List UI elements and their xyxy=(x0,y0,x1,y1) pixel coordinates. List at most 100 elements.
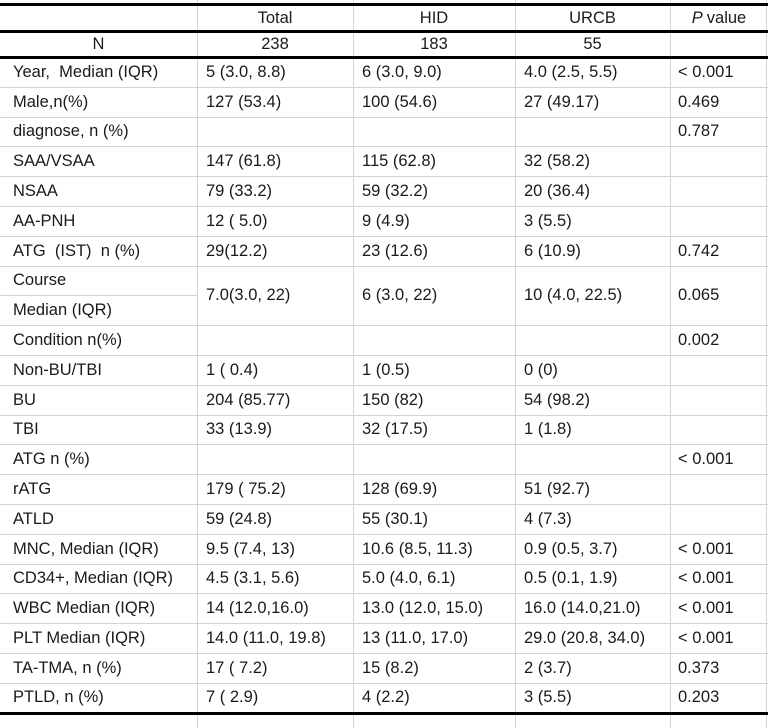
cell-urcb: 16.0 (14.0,21.0) xyxy=(515,593,670,625)
row-label: diagnose, n (%) xyxy=(0,117,197,148)
table-row: ATG n (%) < 0.001 xyxy=(0,444,768,476)
cell-pvalue: < 0.001 xyxy=(670,534,768,565)
row-label: Non-BU/TBI xyxy=(0,355,197,386)
cell-pvalue: 0.469 xyxy=(670,87,768,118)
table-row: ATLD 59 (24.8) 55 (30.1) 4 (7.3) xyxy=(0,504,768,535)
cell-total: 4.5 (3.1, 5.6) xyxy=(197,564,353,595)
cell-urcb: 20 (36.4) xyxy=(515,176,670,207)
cell-total: 14.0 (11.0, 19.8) xyxy=(197,623,353,654)
row-label: Condition n(%) xyxy=(0,325,197,356)
cell-urcb: 29.0 (20.8, 34.0) xyxy=(515,623,670,654)
cell-total: 33 (13.9) xyxy=(197,415,353,446)
cell-pvalue xyxy=(670,206,768,237)
table-row: AA-PNH 12 ( 5.0) 9 (4.9) 3 (5.5) xyxy=(0,206,768,237)
table-row: SAA/VSAA 147 (61.8) 115 (62.8) 32 (58.2) xyxy=(0,146,768,178)
table-row: WBC Median (IQR) 14 (12.0,16.0) 13.0 (12… xyxy=(0,593,768,625)
row-label: SAA/VSAA xyxy=(0,146,197,178)
cell-hid xyxy=(353,444,515,476)
table-row: ATG (IST) n (%) 29(12.2) 23 (12.6) 6 (10… xyxy=(0,236,768,267)
cell-total: 59 (24.8) xyxy=(197,504,353,535)
cell-total: 9.5 (7.4, 13) xyxy=(197,534,353,565)
cell-pvalue xyxy=(670,31,768,59)
cell-total: 238 xyxy=(197,31,353,59)
cell-pvalue: < 0.001 xyxy=(670,564,768,595)
cell-total: 204 (85.77) xyxy=(197,385,353,416)
column-header-hid: HID xyxy=(353,4,515,33)
cell-hid: 128 (69.9) xyxy=(353,474,515,505)
table-row-course-line2: Median (IQR) xyxy=(0,295,768,327)
cell-total: 1 ( 0.4) xyxy=(197,355,353,386)
column-header-urcb: URCB xyxy=(515,4,670,33)
table-row: TBI 33 (13.9) 32 (17.5) 1 (1.8) xyxy=(0,415,768,446)
row-label: BU xyxy=(0,385,197,416)
cell-total xyxy=(197,325,353,356)
cell-urcb: 32 (58.2) xyxy=(515,146,670,178)
cell-total: 7.0(3.0, 22) xyxy=(197,266,353,327)
cell-pvalue xyxy=(670,474,768,505)
cell-urcb: 55 xyxy=(515,31,670,59)
cell-total: 179 ( 75.2) xyxy=(197,474,353,505)
table-row: PLT Median (IQR) 14.0 (11.0, 19.8) 13 (1… xyxy=(0,623,768,654)
row-label: PLT Median (IQR) xyxy=(0,623,197,654)
cell-hid: 1 (0.5) xyxy=(353,355,515,386)
cell-pvalue: 0.203 xyxy=(670,683,768,714)
table-row: NSAA 79 (33.2) 59 (32.2) 20 (36.4) xyxy=(0,176,768,207)
cell-urcb: 1 (1.8) xyxy=(515,415,670,446)
cell-pvalue xyxy=(670,385,768,416)
cell-hid: 5.0 (4.0, 6.1) xyxy=(353,564,515,595)
cell-hid: 55 (30.1) xyxy=(353,504,515,535)
cell-urcb: 6 (10.9) xyxy=(515,236,670,267)
cell-urcb xyxy=(515,117,670,148)
table-row: Male,n(%) 127 (53.4) 100 (54.6) 27 (49.1… xyxy=(0,87,768,118)
row-label: MNC, Median (IQR) xyxy=(0,534,197,565)
cell-pvalue: 0.002 xyxy=(670,325,768,356)
cell-hid: 150 (82) xyxy=(353,385,515,416)
row-label: NSAA xyxy=(0,176,197,207)
cell-total: 127 (53.4) xyxy=(197,87,353,118)
cell-urcb: 4 (7.3) xyxy=(515,504,670,535)
cell-total: 14 (12.0,16.0) xyxy=(197,593,353,625)
table-row-course: Course 7.0(3.0, 22) 6 (3.0, 22) 10 (4.0,… xyxy=(0,266,768,327)
row-label: N xyxy=(0,31,197,59)
cell-hid: 32 (17.5) xyxy=(353,415,515,446)
cell-total: 7 ( 2.9) xyxy=(197,683,353,714)
row-label: CD34+, Median (IQR) xyxy=(0,564,197,595)
cell-pvalue: < 0.001 xyxy=(670,623,768,654)
cell-hid: 13.0 (12.0, 15.0) xyxy=(353,593,515,625)
cell-pvalue: < 0.001 xyxy=(670,444,768,476)
cell-urcb xyxy=(515,444,670,476)
cell-urcb: 4.0 (2.5, 5.5) xyxy=(515,57,670,88)
cell-hid: 4 (2.2) xyxy=(353,683,515,714)
cell-pvalue xyxy=(670,415,768,446)
table-row: Year, Median (IQR) 5 (3.0, 8.8) 6 (3.0, … xyxy=(0,57,768,88)
cell-hid: 13 (11.0, 17.0) xyxy=(353,623,515,654)
table-row: PTLD, n (%) 7 ( 2.9) 4 (2.2) 3 (5.5) 0.2… xyxy=(0,683,768,714)
cell-urcb: 2 (3.7) xyxy=(515,653,670,684)
cell-urcb: 0.5 (0.1, 1.9) xyxy=(515,564,670,595)
row-label: rATG xyxy=(0,474,197,505)
cell-total: 5 (3.0, 8.8) xyxy=(197,57,353,88)
column-header-blank xyxy=(0,4,197,33)
cell-total: 147 (61.8) xyxy=(197,146,353,178)
row-label: TBI xyxy=(0,415,197,446)
cell-urcb: 0.9 (0.5, 3.7) xyxy=(515,534,670,565)
cell-total: 12 ( 5.0) xyxy=(197,206,353,237)
row-label: ATG n (%) xyxy=(0,444,197,476)
p-word: value xyxy=(706,8,747,27)
cell-hid: 23 (12.6) xyxy=(353,236,515,267)
cell-hid: 6 (3.0, 9.0) xyxy=(353,57,515,88)
cell-hid: 9 (4.9) xyxy=(353,206,515,237)
row-label: TA-TMA, n (%) xyxy=(0,653,197,684)
n-row: N 238 183 55 xyxy=(0,31,768,59)
cell-total: 17 ( 7.2) xyxy=(197,653,353,684)
cell-urcb xyxy=(515,325,670,356)
cell-hid: 183 xyxy=(353,31,515,59)
cell-pvalue: < 0.001 xyxy=(670,593,768,625)
table-row: MNC, Median (IQR) 9.5 (7.4, 13) 10.6 (8.… xyxy=(0,534,768,565)
cell-hid: 115 (62.8) xyxy=(353,146,515,178)
cell-urcb: 54 (98.2) xyxy=(515,385,670,416)
cell-pvalue: 0.373 xyxy=(670,653,768,684)
cell-urcb: 3 (5.5) xyxy=(515,683,670,714)
